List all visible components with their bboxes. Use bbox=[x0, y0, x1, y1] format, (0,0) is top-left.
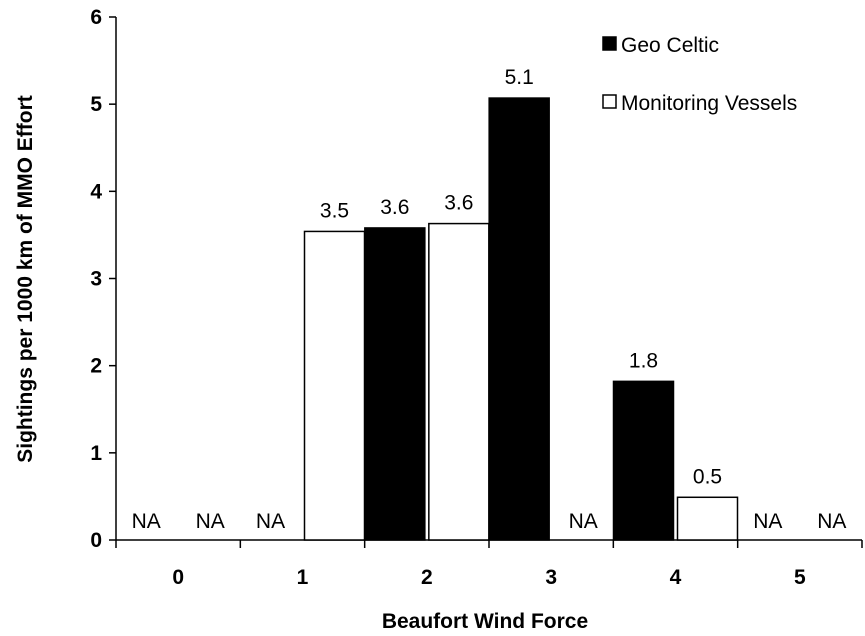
x-axis-label: Beaufort Wind Force bbox=[382, 610, 588, 633]
na-label: NA bbox=[132, 510, 161, 533]
y-tick-label: 2 bbox=[90, 355, 102, 378]
y-tick-label: 6 bbox=[90, 6, 102, 29]
data-labels: NA NA 3.6 5.1 1.8 NA NA 3.5 3.6 NA 0.5 NA bbox=[132, 66, 847, 533]
legend-label: Geo Celtic bbox=[621, 34, 719, 57]
legend-swatch bbox=[602, 94, 617, 109]
data-label: 5.1 bbox=[505, 66, 534, 89]
x-tick-label: 4 bbox=[670, 566, 682, 589]
na-label: NA bbox=[256, 510, 285, 533]
legend-label: Monitoring Vessels bbox=[621, 92, 797, 115]
x-tick-label: 3 bbox=[545, 566, 557, 589]
y-tick-label: 0 bbox=[90, 529, 102, 552]
bar-monitoring-vessels-2 bbox=[428, 222, 490, 541]
na-label: NA bbox=[569, 510, 598, 533]
bar-geo-celtic-2 bbox=[364, 227, 426, 541]
x-tick-label: 2 bbox=[421, 566, 433, 589]
y-tick-label: 4 bbox=[90, 180, 102, 203]
data-label: 3.5 bbox=[320, 199, 349, 222]
na-label: NA bbox=[753, 510, 782, 533]
y-tick-label: 1 bbox=[90, 442, 102, 465]
y-axis-label: Sightings per 1000 km of MMO Effort bbox=[14, 95, 37, 463]
y-tick-label: 5 bbox=[90, 93, 102, 116]
bars bbox=[303, 97, 739, 541]
x-axis: 0 1 2 3 4 5 bbox=[115, 539, 863, 589]
bar-geo-celtic-4 bbox=[612, 380, 675, 541]
data-label: 3.6 bbox=[380, 196, 409, 219]
x-tick-label: 1 bbox=[297, 566, 309, 589]
legend-swatch bbox=[602, 36, 617, 51]
data-label: 1.8 bbox=[629, 349, 658, 372]
data-label: 3.6 bbox=[444, 192, 473, 215]
legend: Geo Celtic Monitoring Vessels bbox=[602, 34, 797, 115]
bar-geo-celtic-3 bbox=[488, 97, 550, 541]
x-tick-label: 5 bbox=[794, 566, 806, 589]
bar-monitoring-vessels-1 bbox=[303, 230, 366, 541]
y-tick-label: 3 bbox=[90, 268, 102, 291]
x-tick-label: 0 bbox=[172, 566, 184, 589]
data-label: 0.5 bbox=[693, 465, 722, 488]
na-label: NA bbox=[196, 510, 225, 533]
na-label: NA bbox=[817, 510, 846, 533]
bar-monitoring-vessels-4 bbox=[676, 496, 739, 541]
y-axis: 0 1 2 3 4 5 6 bbox=[90, 6, 117, 552]
